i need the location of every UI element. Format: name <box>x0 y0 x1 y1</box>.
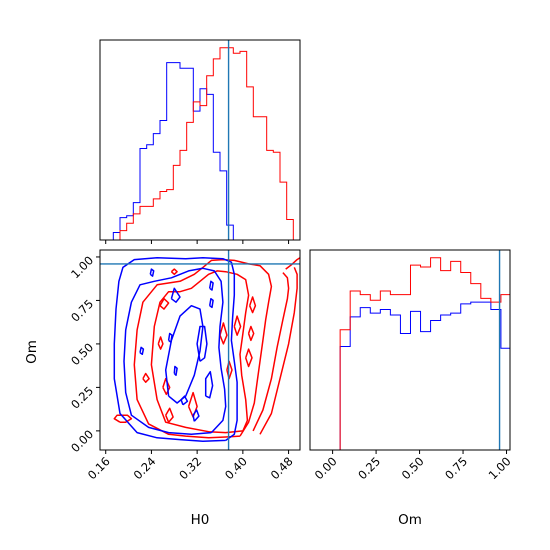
scatter-y-tick-label: 0.25 <box>68 384 96 412</box>
scatter-x-tick-label: 0.24 <box>131 454 159 482</box>
om-hist-red <box>310 257 511 451</box>
contour-blue-23 <box>180 395 189 406</box>
contour-red-12 <box>170 268 178 276</box>
scatter-x-tick-label: 0.32 <box>176 454 204 482</box>
contour-blue-31 <box>208 297 214 309</box>
contour-red-6 <box>159 297 170 310</box>
contour-blue-27 <box>173 365 178 376</box>
contour-blue-24 <box>192 409 200 422</box>
scatter-x-tick-label: 0.16 <box>85 454 113 482</box>
scatter-x-tick-label: 0.48 <box>268 454 296 482</box>
contour-red-8 <box>165 407 174 423</box>
om-x-tick-label: 0.75 <box>442 454 470 482</box>
om-hist-frame <box>309 249 511 451</box>
scatter-y-tick-label: 0.75 <box>68 297 96 325</box>
x-axis-label-om: Om <box>398 512 422 528</box>
contour-blue-32 <box>167 332 173 343</box>
contour-red-16 <box>244 348 253 368</box>
contour-blue-20 <box>123 267 227 436</box>
contour-red-17 <box>247 325 255 342</box>
contour-blue-25 <box>170 287 181 303</box>
om-histogram-panel: 0.00 0.25 0.50 0.75 1.00 <box>309 249 514 482</box>
scatter-frame <box>99 249 301 451</box>
contour-layer <box>113 257 300 443</box>
h0-histogram-panel <box>99 39 301 244</box>
h0-hist-red <box>100 47 300 241</box>
scatter-y-tick-label: 0.50 <box>68 340 96 368</box>
contour-blue-19 <box>113 257 238 443</box>
om-x-tick-label: 0.50 <box>399 454 427 482</box>
contour-red-13 <box>219 322 228 345</box>
h0-hist-frame <box>99 39 301 241</box>
contour-blue-26 <box>204 370 214 399</box>
contour-blue-28 <box>139 346 145 356</box>
contour-red-18 <box>248 296 257 314</box>
contour-blue-21 <box>164 304 204 404</box>
om-x-tick-label: 1.00 <box>486 454 514 482</box>
contour-red-4 <box>285 257 300 270</box>
contour-red-9 <box>187 391 198 418</box>
contour-red-15 <box>226 360 233 380</box>
contour-blue-29 <box>149 268 155 277</box>
contour-red-2 <box>259 267 298 435</box>
contour-red-7 <box>162 377 171 396</box>
contour-red-5 <box>113 414 133 423</box>
scatter-y-tick-label: 0.00 <box>68 427 96 455</box>
contour-blue-22 <box>196 325 208 362</box>
om-hist-blue <box>310 301 511 451</box>
scatter-y-tick-label: 1.00 <box>68 253 96 281</box>
om-x-tick-label: 0.00 <box>312 454 340 482</box>
contour-red-1 <box>150 270 250 434</box>
contour-red-0 <box>133 258 273 439</box>
contour-red-3 <box>252 272 290 432</box>
contour-red-10 <box>142 372 150 383</box>
scatter-x-tick-label: 0.40 <box>222 454 250 482</box>
y-axis-label-om: Om <box>24 340 40 364</box>
contour-red-14 <box>233 315 242 336</box>
contour-blue-30 <box>208 280 214 291</box>
x-axis-label-h0: H0 <box>191 512 210 528</box>
om-x-tick-label: 0.25 <box>355 454 383 482</box>
h0-om-contour-panel: 0.16 0.24 0.32 0.40 0.48 0.00 0.25 0.50 0.75 1.00 <box>68 249 301 482</box>
contour-red-11 <box>157 336 164 350</box>
h0-hist-blue <box>100 62 300 241</box>
